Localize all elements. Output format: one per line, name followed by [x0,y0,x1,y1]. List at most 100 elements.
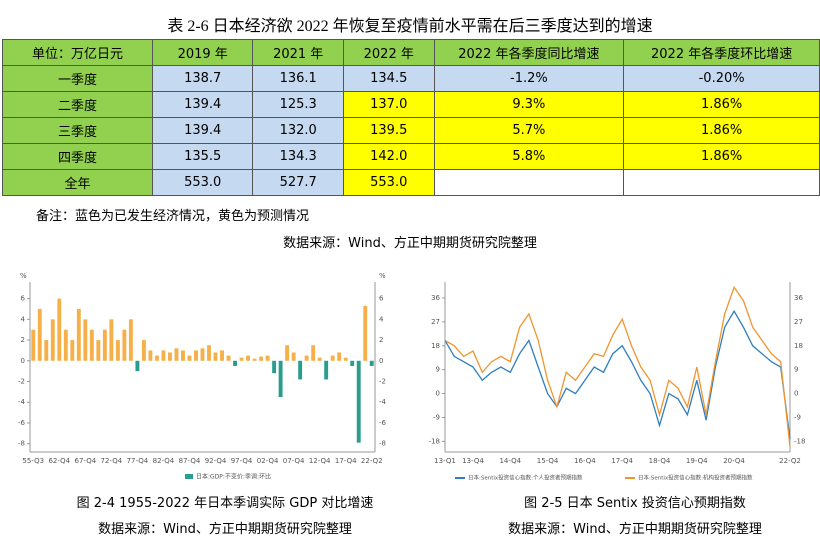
bar [369,360,374,366]
bar [298,360,303,380]
bar [285,345,290,361]
x-tick-label: 72-Q4 [101,457,123,465]
table-row: 全年 553.0 527.7 553.0 [2,169,820,196]
legend-swatch [185,474,193,479]
y-tick-label: -6 [18,419,26,427]
bar [311,345,316,361]
y-tick-label: 27 [431,318,440,326]
table-cell: 134.5 [342,65,435,92]
bar [330,355,335,361]
table-cell [433,169,625,196]
bar [363,305,368,361]
y-tick-label: -18 [429,437,440,445]
bar [168,352,172,361]
charts: -8 -8 -6 -6 -4 -4 -2 -2 0 0 2 2 4 4 6 6 55-Q3 62-Q4 67-Q4 7… [18,272,805,482]
y-tick-label: -4 [379,398,387,406]
x-tick-label: 17-Q4 [611,457,633,465]
x-tick-label: 02-Q4 [257,457,279,465]
y-tick-label: 18 [431,342,440,350]
bar [272,360,277,374]
bar [213,352,218,361]
table-cell: 135.5 [151,143,254,170]
table-cell: 9.3% [433,91,625,118]
bar [102,329,107,361]
bar [154,355,159,361]
x-tick-label: 82-Q4 [153,457,175,465]
y-tick-label: -18 [794,437,805,445]
y-tick-label: 6 [21,295,26,303]
y-tick-label: 4 [379,315,384,323]
bar [161,350,166,361]
x-tick-label: 18-Q4 [649,457,671,465]
y-tick-label: 0 [21,357,25,365]
table-cell: 553.0 [342,169,435,196]
bar [37,308,42,361]
y-tick-label: -6 [379,419,387,427]
bar [128,319,133,361]
bar [31,329,36,361]
bar [187,355,192,361]
bar [63,329,68,361]
table-row: 单位：万亿日元 2019 年 2021 年 2022 年 2022 年各季度同比增速 20… [2,39,820,66]
bar [252,358,257,361]
bar [220,350,224,361]
table-cell: 132.0 [252,117,344,144]
y-unit: % [20,272,27,280]
y-tick-label: 36 [431,294,440,302]
legend-label: 日本:Sentix投资信心指数:个人投资者预期指数 [468,474,583,482]
bar [96,340,101,361]
table-cell: 1.86% [623,117,820,144]
bar [76,308,81,361]
bar [207,345,211,361]
table-cell: 138.7 [151,65,254,92]
table-cell: 三季度 [2,117,153,144]
y-tick-label: 9 [794,366,798,374]
x-tick-label: 67-Q4 [75,457,97,465]
y-tick-label: -2 [379,378,386,386]
y-unit: % [379,272,386,280]
y-tick-label: 18 [794,342,803,350]
x-tick-label: 07-Q4 [283,457,305,465]
bar [194,350,198,361]
x-tick-label: 16-Q4 [574,457,596,465]
x-tick-label: 22-Q2 [361,457,383,465]
bar [233,360,237,366]
bar [148,350,153,361]
bar [200,348,205,361]
table-cell: 553.0 [151,169,254,196]
table-cell: 527.7 [252,169,344,196]
bar [141,340,146,361]
table-row: 三季度 139.4 132.0 139.5 5.7% 1.86% [2,117,820,144]
bar [50,319,55,361]
bar [317,357,322,361]
source: 数据来源：Wind、方正中期期货研究院整理 [283,236,537,251]
y-tick-label: 2 [379,336,383,344]
x-tick-label: 19-Q4 [686,457,708,465]
table-title: 表 2-6 日本经济欲 2022 年恢复至疫情前水平需在后三季度达到的增速 [167,18,653,35]
y-tick-label: -8 [18,440,25,448]
y-tick-label: 0 [436,390,440,398]
bar [115,340,120,361]
source: 数据来源：Wind、方正中期期货研究院整理 [508,522,762,537]
note: 备注：蓝色为已发生经济情况，黄色为预测情况 [36,209,310,224]
y-tick-label: 0 [379,357,383,365]
caption: 图 2-5 日本 Sentix 投资信心预期指数 [524,496,746,511]
bar [122,329,127,361]
bar [337,352,342,361]
y-tick-label: 6 [379,295,384,303]
bar [246,355,251,361]
x-tick-label: 55-Q3 [22,457,44,465]
bar [291,352,296,361]
table-cell: 2022 年各季度同比增速 [433,39,625,66]
bar [83,319,88,361]
y-tick-label: 9 [436,366,440,374]
table-cell: 5.7% [433,117,625,144]
bar [343,357,348,361]
x-tick-label: 87-Q4 [179,457,201,465]
line [444,285,791,447]
bar [356,360,361,443]
table-cell: 134.3 [252,143,344,170]
table-cell: 5.8% [433,143,625,170]
bar [44,340,49,361]
